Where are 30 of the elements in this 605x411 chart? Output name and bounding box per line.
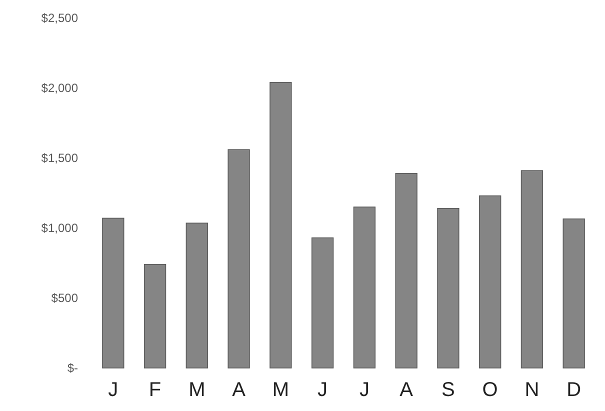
bar <box>228 149 250 368</box>
y-tick-label: $- <box>67 361 78 376</box>
x-tick-label: A <box>232 379 246 401</box>
y-tick-label: $1,000 <box>41 221 78 236</box>
x-tick-label: M <box>272 379 290 401</box>
bar <box>102 218 124 368</box>
y-tick-label: $2,500 <box>41 11 78 26</box>
y-tick-label: $2,000 <box>41 81 78 96</box>
x-tick-label: J <box>108 379 118 401</box>
y-tick-label: $500 <box>51 291 78 306</box>
bar <box>562 218 585 368</box>
x-tick-label: J <box>318 379 328 401</box>
bar <box>479 195 502 368</box>
bar <box>395 173 418 368</box>
x-tick-label: N <box>524 379 540 401</box>
bar <box>520 170 544 368</box>
bar <box>270 82 292 368</box>
x-tick-label: O <box>482 379 498 401</box>
x-tick-label: S <box>442 379 455 401</box>
bar <box>186 222 208 368</box>
bar <box>311 237 334 368</box>
x-tick-label: A <box>400 379 414 401</box>
bar <box>353 206 376 368</box>
bar <box>437 208 460 368</box>
y-tick-label: $1,500 <box>41 151 78 166</box>
bar <box>144 264 166 368</box>
x-tick-label: F <box>148 379 162 401</box>
x-tick-label: J <box>359 379 370 401</box>
x-tick-label: M <box>188 379 206 401</box>
x-tick-label: D <box>566 379 582 401</box>
